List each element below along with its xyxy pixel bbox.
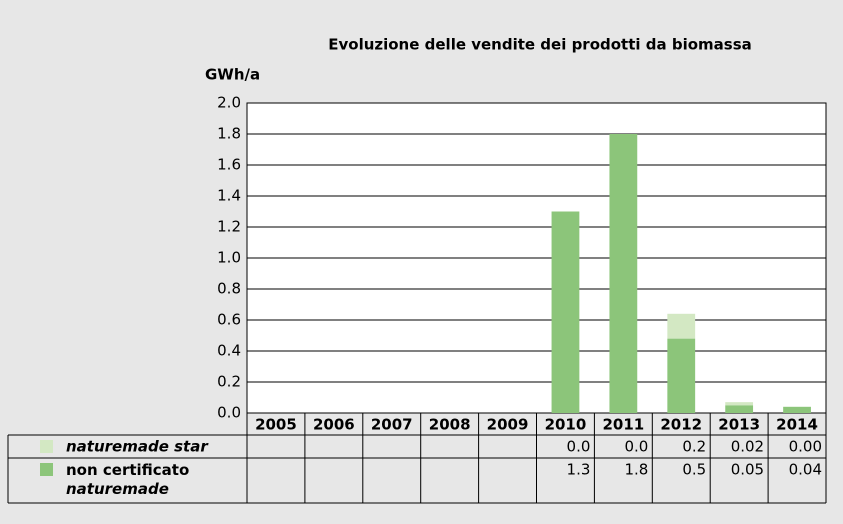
x-tick-label: 2012 [660, 416, 702, 434]
data-label: 1.3 [567, 461, 591, 479]
legend-swatch [40, 440, 53, 453]
y-tick-label: 1.0 [217, 249, 241, 267]
bar-segment [667, 338, 696, 413]
x-tick-label: 2011 [602, 416, 644, 434]
x-tick-label: 2009 [487, 416, 529, 434]
legend-swatch [40, 463, 53, 476]
data-label: 0.00 [789, 438, 822, 456]
data-label: 1.8 [624, 461, 648, 479]
x-tick-label: 2013 [718, 416, 760, 434]
bar-segment [551, 211, 580, 413]
bar-segment [725, 402, 754, 406]
y-tick-label: 2.0 [217, 94, 241, 112]
x-tick-label: 2008 [429, 416, 471, 434]
y-tick-label: 0.2 [217, 373, 241, 391]
y-tick-label: 0.4 [217, 342, 241, 360]
y-tick-label: 1.2 [217, 218, 241, 236]
bar-segment [667, 313, 696, 339]
data-label: 0.0 [567, 438, 591, 456]
bar-segment [725, 405, 754, 413]
y-tick-label: 1.6 [217, 156, 241, 174]
x-tick-label: 2010 [545, 416, 587, 434]
data-label: 0.02 [731, 438, 764, 456]
x-tick-label: 2007 [371, 416, 413, 434]
x-tick-label: 2005 [255, 416, 297, 434]
data-label: 0.04 [789, 461, 822, 479]
legend-label: naturemade star [66, 438, 209, 456]
y-tick-label: 0.6 [217, 311, 241, 329]
chart-title: Evoluzione delle vendite dei prodotti da… [328, 36, 752, 54]
data-label: 0.2 [682, 438, 706, 456]
x-tick-label: 2006 [313, 416, 355, 434]
y-tick-label: 1.8 [217, 125, 241, 143]
y-tick-label: 0.0 [217, 404, 241, 422]
data-label: 0.5 [682, 461, 706, 479]
y-tick-label: 1.4 [217, 187, 241, 205]
y-tick-label: 0.8 [217, 280, 241, 298]
data-label: 0.05 [731, 461, 764, 479]
legend-label: non certificato naturemade [66, 461, 189, 498]
data-label: 0.0 [624, 438, 648, 456]
x-tick-label: 2014 [776, 416, 818, 434]
y-axis-label: GWh/a [205, 66, 260, 84]
bar-segment [783, 406, 811, 413]
bar-segment [609, 134, 638, 413]
